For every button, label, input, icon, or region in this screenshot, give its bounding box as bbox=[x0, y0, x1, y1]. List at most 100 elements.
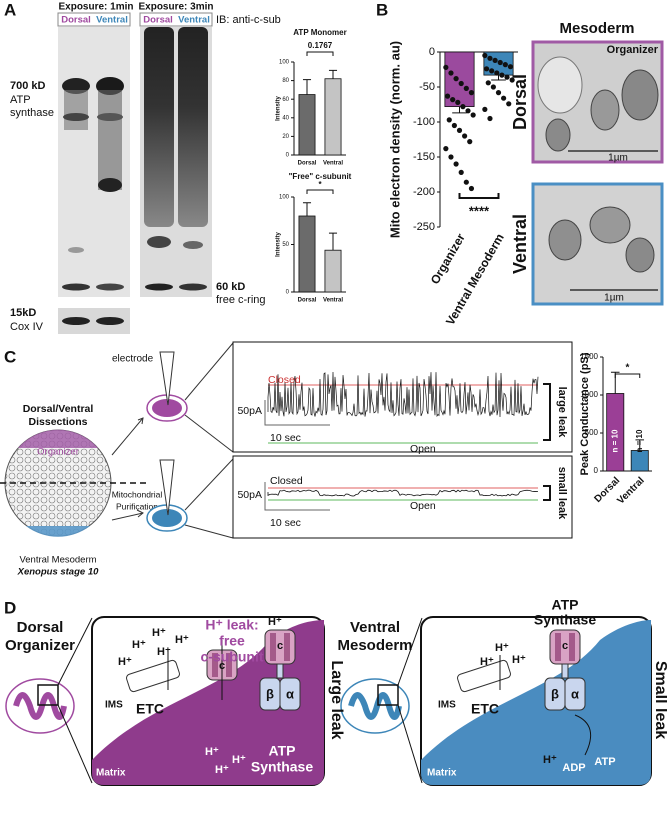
data-point bbox=[487, 115, 493, 122]
subunit-label: c bbox=[277, 640, 283, 652]
leak-note: free bbox=[219, 633, 245, 649]
lane-label: Dorsal bbox=[143, 15, 173, 26]
compartment-label: IMS bbox=[438, 700, 456, 711]
lane-label: Dorsal bbox=[61, 15, 91, 26]
proton-label: H⁺ bbox=[205, 746, 219, 758]
scale-label: 50pA bbox=[237, 489, 262, 501]
x-tick-label: Organizer bbox=[428, 231, 468, 287]
data-point bbox=[483, 66, 490, 72]
y-tick-label: 0 bbox=[594, 466, 599, 475]
complex-label: ATP bbox=[269, 743, 296, 759]
data-point bbox=[448, 70, 454, 76]
significance-bracket bbox=[306, 189, 334, 194]
data-point bbox=[448, 154, 454, 160]
error-bar bbox=[635, 439, 645, 451]
data-point bbox=[487, 55, 493, 61]
significance-bracket bbox=[306, 51, 334, 56]
y-axis-label: Intensity bbox=[276, 96, 282, 121]
y-axis-label: Peak Conductance (pS) bbox=[579, 352, 591, 475]
y-axis-label: Mito electron density (norm. au) bbox=[387, 41, 402, 238]
complex-label: Synthase bbox=[251, 759, 313, 775]
mw-label: 15kD bbox=[10, 307, 36, 319]
complex-label: ATP bbox=[552, 597, 579, 613]
trace-box bbox=[232, 341, 573, 453]
y-tick-label: 0 bbox=[286, 290, 290, 296]
panel-letter: C bbox=[4, 347, 16, 366]
data-point bbox=[506, 101, 512, 107]
proton-label: H⁺ bbox=[215, 764, 229, 776]
state-label: Closed bbox=[270, 475, 303, 487]
exposure-label: Exposure: 1min bbox=[58, 2, 133, 13]
embryo bbox=[0, 429, 150, 537]
bar bbox=[630, 450, 649, 472]
y-tick-label: 0 bbox=[286, 153, 290, 159]
significance-label: **** bbox=[469, 203, 490, 218]
process-label: Mitochondrial bbox=[112, 489, 163, 499]
data-point bbox=[482, 106, 488, 112]
data-point bbox=[494, 70, 500, 76]
data-point bbox=[443, 146, 449, 152]
data-point bbox=[502, 62, 508, 68]
data-point bbox=[489, 68, 495, 74]
y-tick-label: 60 bbox=[282, 97, 289, 103]
y-tick-label: 40 bbox=[282, 115, 289, 121]
bar bbox=[324, 78, 342, 156]
proton-label: H⁺ bbox=[495, 642, 509, 654]
subunit-label: c bbox=[562, 640, 568, 652]
lane-box bbox=[139, 12, 213, 27]
bar bbox=[298, 215, 316, 293]
em-image bbox=[531, 182, 664, 306]
scale-label: 1µm bbox=[604, 293, 624, 304]
x-tick-label: Dorsal bbox=[298, 298, 317, 304]
mw-label: 60 kD bbox=[216, 281, 245, 293]
proton-label: H⁺ bbox=[118, 656, 132, 668]
tissue-label: Dorsal bbox=[17, 619, 64, 636]
x-tick-label: Dorsal bbox=[298, 161, 317, 167]
compartment-label: Matrix bbox=[96, 768, 126, 779]
y-tick-label: -200 bbox=[413, 186, 435, 198]
state-label: Closed bbox=[268, 374, 301, 386]
trace-box bbox=[232, 455, 573, 539]
data-point bbox=[492, 57, 498, 64]
tissue-label: Ventral bbox=[350, 619, 400, 636]
y-tick-label: 50 bbox=[282, 242, 289, 248]
bar bbox=[298, 94, 316, 156]
data-point bbox=[455, 99, 461, 105]
data-point bbox=[456, 127, 463, 133]
data-point bbox=[465, 108, 471, 114]
chart-title: "Free" c-subunit bbox=[289, 172, 352, 181]
proton-label: H⁺ bbox=[175, 634, 189, 646]
bar-label: n = 10 bbox=[610, 429, 619, 452]
region-label: Ventral Mesoderm bbox=[19, 555, 96, 566]
mw-label: 700 kD bbox=[10, 80, 46, 92]
data-point bbox=[507, 64, 514, 70]
tissue-label: Organizer bbox=[5, 637, 75, 654]
em-label: Organizer bbox=[607, 44, 659, 56]
y-tick-label: -250 bbox=[413, 221, 435, 233]
y-tick-label: 0 bbox=[429, 46, 435, 58]
data-point bbox=[453, 76, 459, 82]
data-point bbox=[467, 139, 473, 145]
scale-label: 10 sec bbox=[270, 432, 301, 444]
error-bar bbox=[328, 232, 338, 251]
data-point bbox=[501, 95, 507, 101]
data-point bbox=[458, 80, 464, 87]
trace bbox=[267, 372, 539, 418]
bar bbox=[444, 51, 475, 107]
antibody-label: IB: anti-c-sub bbox=[216, 14, 281, 26]
em-image bbox=[531, 40, 664, 164]
y-tick-label: 100 bbox=[279, 60, 290, 66]
data-point bbox=[453, 161, 459, 167]
data-point bbox=[450, 97, 456, 103]
subunit-label: β bbox=[551, 686, 559, 701]
data-point bbox=[463, 85, 469, 91]
proton-label: H⁺ bbox=[232, 754, 246, 766]
proton-label: H⁺ bbox=[132, 639, 146, 651]
molecule-label: ADP bbox=[562, 762, 585, 774]
lane-box bbox=[57, 12, 131, 27]
mw-label: free c-ring bbox=[216, 294, 266, 306]
western-blot bbox=[58, 308, 130, 334]
traces bbox=[264, 372, 551, 511]
y-tick-label: 100 bbox=[279, 195, 290, 201]
